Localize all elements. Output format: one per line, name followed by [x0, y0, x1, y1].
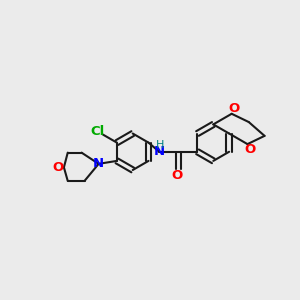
Text: O: O: [171, 169, 182, 182]
Text: N: N: [93, 157, 104, 170]
Text: N: N: [154, 145, 165, 158]
Text: H: H: [156, 140, 165, 150]
Text: O: O: [228, 102, 240, 115]
Text: O: O: [52, 161, 64, 174]
Text: Cl: Cl: [90, 125, 104, 138]
Text: O: O: [244, 143, 256, 156]
